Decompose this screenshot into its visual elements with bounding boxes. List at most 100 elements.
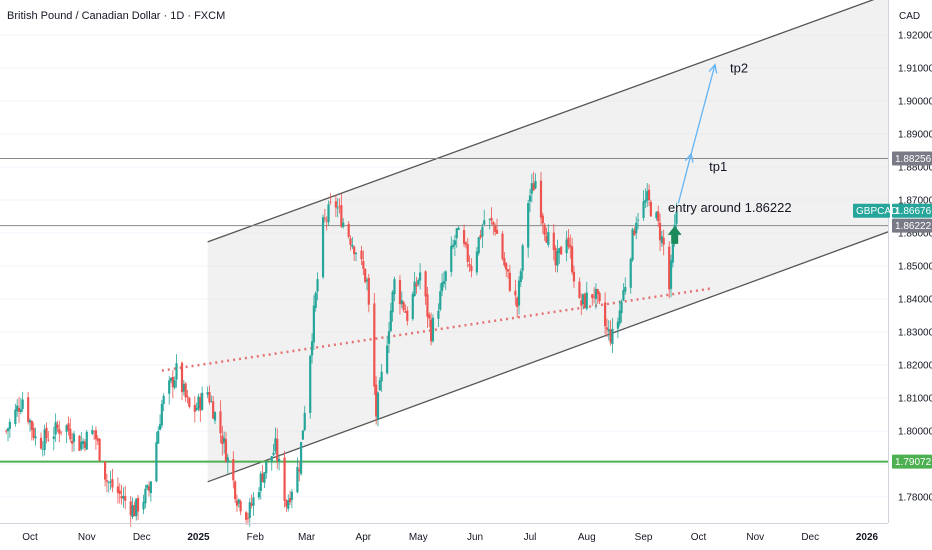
candle-body [182,383,185,392]
entry-tag: 1.86222 [895,221,932,232]
candle-body [560,246,563,255]
candle-body [83,441,87,448]
y-tick-label: 1.82000 [898,361,932,372]
candle-body [72,433,76,442]
candle-body [274,438,277,452]
candle-body [593,296,596,298]
symbol-tag-bg [853,203,890,218]
entry-label: entry around 1.86222 [668,200,792,215]
candle-body [353,246,356,255]
y-tick-label: 1.89000 [898,130,932,141]
candle-body [373,303,376,387]
candle-body [539,180,543,218]
candle-body [644,199,647,203]
candle-body [94,430,98,440]
candle-body [481,226,484,237]
candle-body [52,436,55,440]
x-tick-label: Jul [524,532,537,543]
candle-body [582,294,585,305]
candle-body [28,420,32,423]
candle-body [545,235,548,243]
candle-body [404,311,407,313]
candle-body [263,472,266,483]
x-tick-label: Jun [467,532,483,543]
candle-body [8,421,11,429]
candle-body [162,395,165,404]
candle-body [206,392,209,395]
candle-body [364,268,367,282]
candle-body [556,250,559,266]
candle-body [157,430,160,444]
candle-body [532,183,535,191]
candle-body [349,238,352,245]
candle-body [501,233,504,259]
candle-body [365,279,369,282]
candle-body [107,482,110,483]
candle-body [444,271,447,282]
candle-body [477,237,480,254]
support-tag-bg [892,454,932,469]
candle-body [261,473,264,482]
candle-body [439,291,442,310]
candle-body [506,269,510,272]
candle-body [310,341,314,356]
tp2-arrow-head [708,63,718,74]
candle-body [32,427,35,438]
candle-body [668,246,671,290]
candle-body [131,505,134,518]
candle-body [54,422,57,435]
candle-body [462,230,466,244]
candle-body [129,501,132,516]
candle-body [80,441,83,450]
candle-body [257,491,261,498]
candle-body [380,371,383,382]
candle-body [239,501,242,512]
candle-body [351,244,354,247]
candle-body [290,491,294,500]
candle-body [655,212,658,219]
candle-body [633,230,636,236]
candle-body [552,232,555,250]
candle-body [158,424,162,430]
candle-body [301,430,304,440]
candle-body [375,384,378,417]
candle-body [624,287,627,292]
candle-body [426,294,429,317]
candle-body [155,442,158,482]
candle-body [660,236,663,243]
y-tick-label: 1.91000 [898,64,932,75]
candle-body [571,246,574,273]
candle-body [360,250,363,260]
candle-body [547,231,550,245]
candle-body [631,229,634,261]
y-tick-label: 1.81000 [898,394,932,405]
candle-body [186,396,189,398]
candle-body [464,242,467,245]
candle-body [354,252,358,255]
support-tag: 1.79072 [895,457,932,468]
candle-body [223,438,226,443]
candle-body [437,310,440,319]
candle-body [245,512,248,520]
candle-body [417,280,420,285]
candle-body [567,237,570,247]
candle-body [78,435,81,451]
candle-body [144,488,147,504]
candle-body [528,195,532,202]
candle-body [180,362,184,393]
y-tick-label: 1.84000 [898,295,932,306]
candle-body [47,439,50,441]
candle-body [342,222,345,227]
candle-body [321,217,325,278]
x-tick-label: Oct [691,532,707,543]
candle-body [208,392,211,403]
candle-body [611,328,614,345]
candle-body [362,261,365,269]
candle-body [503,258,506,266]
candle-body [516,297,519,307]
candle-body [265,461,268,474]
candle-body [598,292,601,302]
x-tick-label: Dec [801,532,819,543]
candle-body [250,503,253,506]
